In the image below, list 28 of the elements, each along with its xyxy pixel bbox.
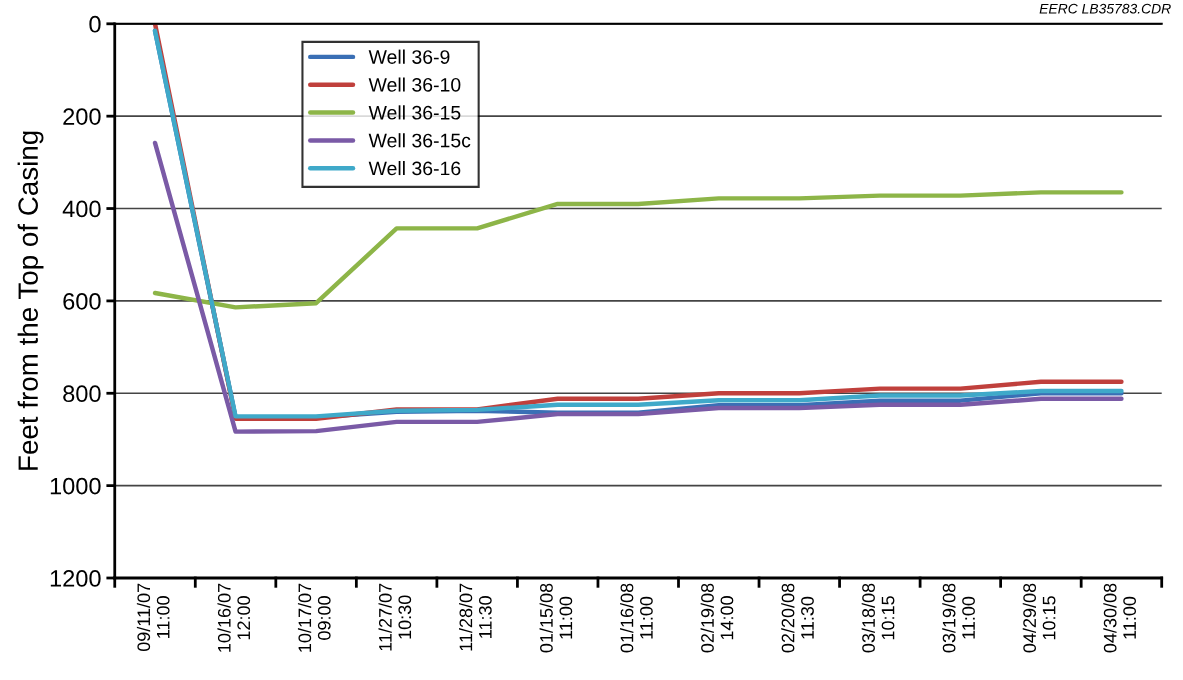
text: EERC LB35783.CDR [1039, 3, 1171, 14]
x-tick-label: 09/11/07 11:00 [136, 583, 170, 652]
x-tick-label: 03/18/08 10:15 [861, 583, 895, 653]
x-tick-label: 01/16/08 11:00 [620, 583, 653, 653]
x-tick-label: 10/17/07 09:00 [297, 583, 331, 652]
y-tick-label: 0 [89, 15, 101, 33]
y-tick-label: 800 [63, 385, 101, 403]
line-series [152, 190, 1124, 310]
x-tick-label: 11/27/07 10:30 [378, 583, 412, 651]
x-tick-label: 03/19/08 11:00 [942, 583, 975, 653]
y-tick-label: 600 [63, 292, 101, 310]
legend-label: Well 36-10 [368, 77, 461, 92]
x-tick-label: 11/28/07 11:30 [459, 583, 492, 651]
y-tick-label: 200 [63, 108, 101, 125]
y-axis-title: Feet from the Top of Casing [17, 131, 44, 470]
legend-label: Well 36-16 [368, 161, 461, 176]
legend-label: Well 36-15 [368, 105, 461, 120]
x-tick-label: 04/30/08 11:00 [1103, 583, 1137, 653]
x-tick-label: 02/20/08 11:30 [781, 583, 814, 653]
y-tick-label: 1000 [50, 477, 101, 495]
y-tick-label: 400 [62, 200, 101, 218]
x-tick-label: 04/29/08 10:15 [1022, 583, 1056, 653]
x-tick-label: 01/15/08 11:00 [539, 583, 573, 653]
x-tick-label: 02/19/08 14:00 [700, 583, 734, 653]
x-tick-label: 10/16/07 12:00 [217, 583, 251, 652]
legend-label: Well 36-15c [368, 133, 471, 148]
legend-label: Well 36-9 [368, 49, 450, 64]
y-tick-label: 1200 [50, 570, 101, 587]
